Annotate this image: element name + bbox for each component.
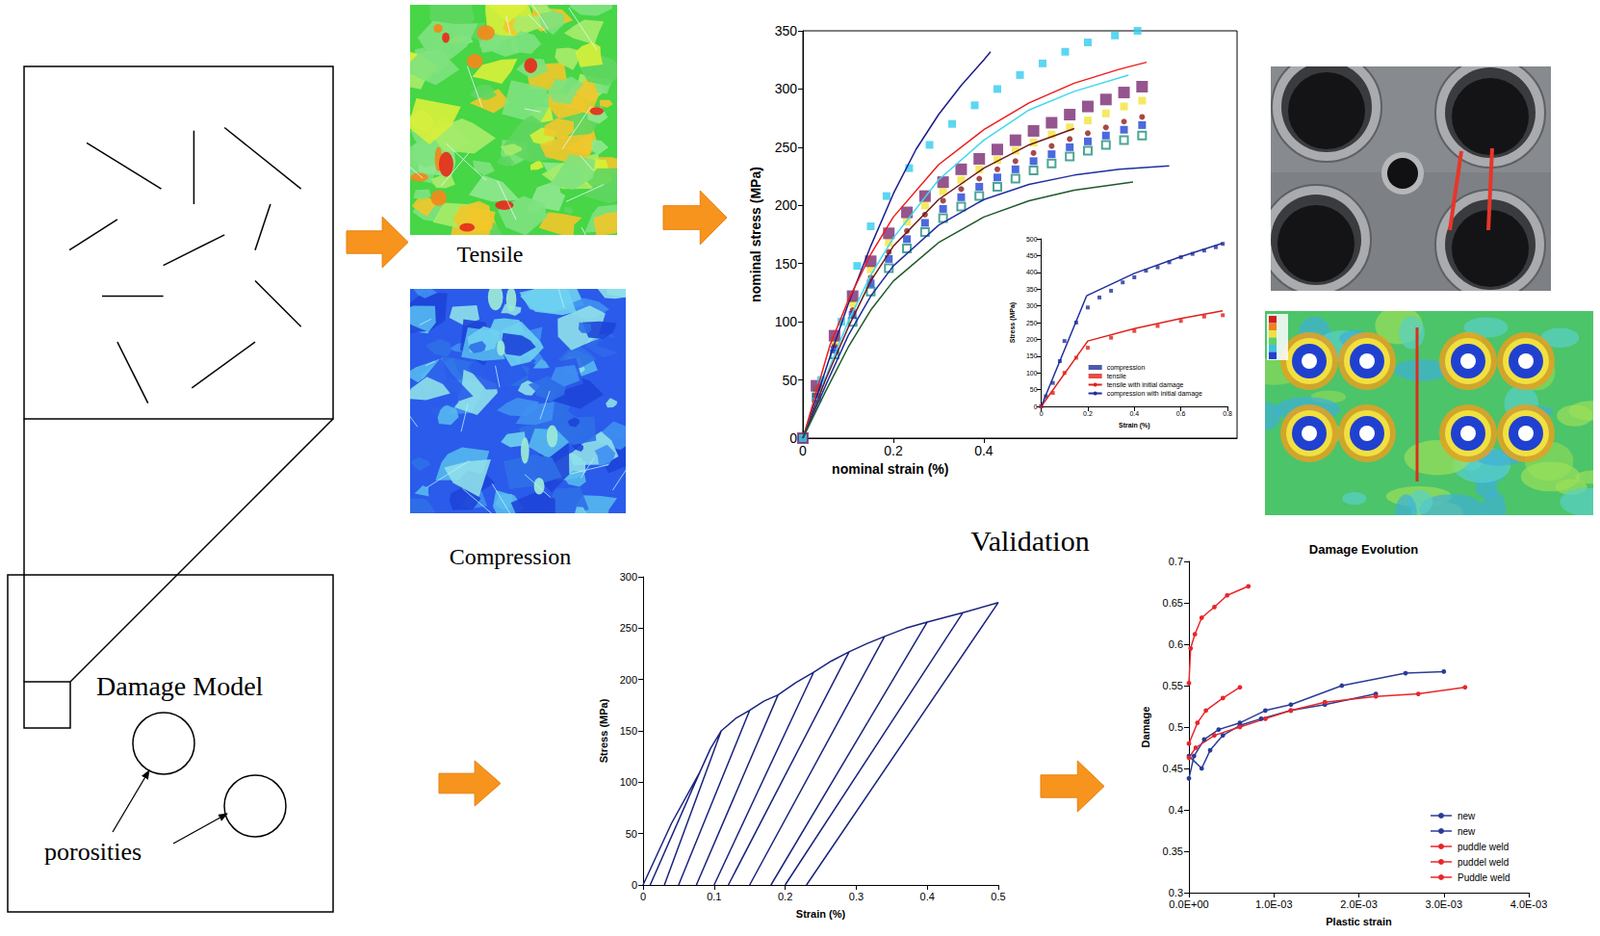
svg-text:150: 150: [774, 256, 799, 272]
svg-text:tensile: tensile: [1107, 372, 1127, 380]
svg-text:300: 300: [619, 570, 638, 583]
svg-text:0: 0: [631, 878, 638, 891]
svg-text:4.0E-03: 4.0E-03: [1510, 898, 1549, 910]
svg-text:250: 250: [619, 621, 638, 634]
svg-text:0: 0: [640, 890, 646, 903]
svg-text:150: 150: [619, 724, 638, 737]
svg-text:0: 0: [1033, 403, 1038, 411]
svg-text:0.1: 0.1: [706, 890, 722, 903]
svg-text:0: 0: [799, 442, 807, 459]
svg-text:100: 100: [619, 775, 638, 788]
svg-text:2.0E-03: 2.0E-03: [1340, 898, 1378, 910]
svg-text:350: 350: [1026, 285, 1038, 293]
svg-text:compression with initial damag: compression with initial damage: [1107, 389, 1203, 398]
svg-text:puddel weld: puddel weld: [1457, 856, 1509, 868]
svg-text:500: 500: [1026, 235, 1038, 243]
svg-text:0.2: 0.2: [777, 890, 793, 903]
svg-text:Damage Evolution: Damage Evolution: [1309, 541, 1419, 557]
svg-text:Stress (MPa): Stress (MPa): [597, 697, 610, 763]
svg-text:150: 150: [1026, 352, 1038, 360]
svg-text:100: 100: [774, 313, 799, 330]
svg-text:0.55: 0.55: [1162, 679, 1184, 692]
svg-text:0.4: 0.4: [920, 890, 935, 903]
svg-text:0.4: 0.4: [1129, 410, 1139, 417]
svg-text:0.4: 0.4: [1168, 803, 1184, 816]
svg-text:0.6: 0.6: [1168, 638, 1184, 650]
svg-text:new: new: [1457, 825, 1476, 837]
svg-text:0: 0: [789, 430, 798, 446]
svg-text:Puddle weld: Puddle weld: [1457, 872, 1510, 883]
svg-text:0.4: 0.4: [974, 442, 994, 459]
svg-text:0: 0: [1039, 410, 1044, 417]
svg-text:0.5: 0.5: [1168, 721, 1184, 733]
svg-text:nominal stress (MPa): nominal stress (MPa): [748, 166, 764, 303]
svg-text:compression: compression: [1107, 363, 1146, 372]
svg-text:nominal strain (%): nominal strain (%): [831, 461, 949, 477]
svg-text:0.6: 0.6: [1176, 410, 1187, 417]
svg-text:3.0E-03: 3.0E-03: [1424, 898, 1463, 910]
svg-text:0.65: 0.65: [1162, 596, 1184, 609]
svg-text:new: new: [1457, 810, 1476, 822]
svg-text:0.7: 0.7: [1168, 555, 1184, 568]
svg-text:0.3: 0.3: [1168, 886, 1184, 899]
svg-text:Validation: Validation: [970, 524, 1089, 557]
svg-text:Tensile: Tensile: [457, 241, 524, 267]
svg-text:0.2: 0.2: [1083, 410, 1093, 417]
svg-text:100: 100: [1026, 369, 1038, 377]
svg-text:0.5: 0.5: [990, 890, 1006, 903]
svg-text:300: 300: [774, 80, 799, 97]
svg-text:Strain (%): Strain (%): [1118, 421, 1151, 430]
svg-text:0.2: 0.2: [883, 442, 904, 459]
svg-text:Compression: Compression: [449, 543, 572, 569]
svg-text:porosities: porosities: [44, 837, 142, 866]
svg-text:Damage: Damage: [1139, 706, 1152, 749]
svg-text:50: 50: [781, 372, 798, 388]
svg-text:200: 200: [1026, 335, 1038, 343]
svg-text:Strain (%): Strain (%): [796, 907, 847, 920]
svg-text:250: 250: [774, 139, 799, 155]
svg-text:200: 200: [774, 197, 799, 213]
svg-text:300: 300: [1026, 302, 1038, 310]
svg-text:350: 350: [774, 23, 799, 39]
svg-text:250: 250: [1026, 319, 1038, 327]
svg-text:0.35: 0.35: [1162, 845, 1184, 857]
svg-text:Stress (MPa): Stress (MPa): [1008, 302, 1017, 343]
svg-text:puddle weld: puddle weld: [1457, 841, 1509, 852]
svg-text:tensile with initial damage: tensile with initial damage: [1107, 381, 1185, 389]
svg-text:0.0E+00: 0.0E+00: [1168, 898, 1209, 910]
svg-text:400: 400: [1026, 268, 1038, 276]
svg-text:50: 50: [1030, 386, 1038, 393]
svg-text:Plastic strain: Plastic strain: [1325, 915, 1393, 928]
svg-text:50: 50: [625, 827, 638, 840]
svg-text:0.45: 0.45: [1162, 762, 1184, 775]
svg-text:0.3: 0.3: [849, 890, 864, 903]
svg-text:450: 450: [1026, 252, 1038, 259]
svg-text:Damage Model: Damage Model: [96, 670, 264, 701]
svg-text:200: 200: [619, 673, 638, 686]
svg-text:0.8: 0.8: [1222, 410, 1233, 417]
svg-text:1.0E-03: 1.0E-03: [1255, 898, 1293, 910]
